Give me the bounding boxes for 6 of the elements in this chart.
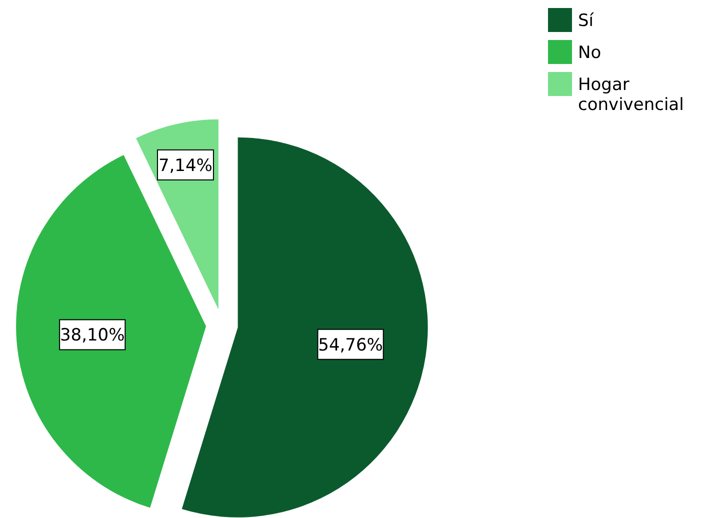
data-label: 7,14% xyxy=(158,156,212,176)
data-label: 54,76% xyxy=(318,335,383,356)
legend-label: No xyxy=(578,43,602,63)
legend-label: Sí xyxy=(578,11,595,31)
legend-label: Hogar convivencial xyxy=(578,75,684,115)
data-label: 38,10% xyxy=(60,326,125,346)
